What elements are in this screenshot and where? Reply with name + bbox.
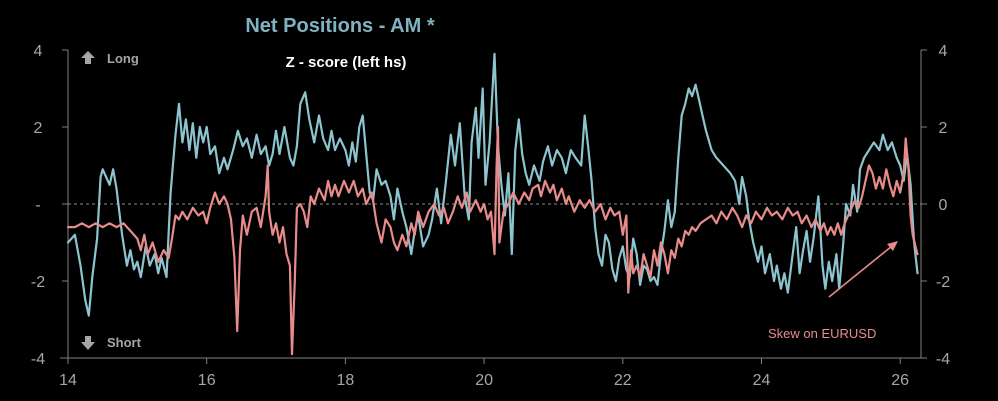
short-label: Short — [107, 335, 142, 350]
series-line-1 — [66, 52, 919, 317]
series-line-2 — [66, 125, 919, 356]
series-layer — [66, 52, 919, 356]
up-arrow-icon — [81, 51, 95, 64]
long-label: Long — [107, 51, 139, 66]
y-right-tick-label: 2 — [939, 120, 948, 137]
x-tick-label: 20 — [475, 372, 493, 389]
y-right-tick-label: 4 — [939, 43, 948, 60]
y-right-tick-label: -2 — [936, 274, 950, 291]
x-tick-label: 22 — [614, 372, 632, 389]
y-axis-right-ticks: 4 2 0 -2 -4 — [921, 43, 950, 368]
down-arrow-icon — [81, 336, 95, 350]
y-right-tick-label: -4 — [936, 351, 950, 368]
y-left-tick-label: - — [35, 197, 40, 214]
y-right-tick-label: 0 — [939, 197, 948, 214]
x-tick-label: 26 — [891, 372, 909, 389]
y-left-tick-label: -2 — [31, 274, 45, 291]
y-left-tick-label: 4 — [34, 43, 43, 60]
x-tick-label: 18 — [336, 372, 354, 389]
y-left-tick-label: -4 — [31, 351, 45, 368]
y-axis-left-ticks: 4 2 - -2 -4 — [31, 43, 68, 368]
annotation-label: Skew on EURUSD — [768, 326, 876, 341]
y-left-tick-label: 2 — [34, 120, 43, 137]
x-tick-label: 16 — [198, 372, 216, 389]
annotation-arrow-icon — [828, 241, 898, 298]
x-tick-label: 14 — [59, 372, 77, 389]
chart-title: Net Positions - AM * — [245, 15, 434, 37]
x-tick-label: 24 — [753, 372, 771, 389]
x-axis-ticks: 14 16 18 20 22 24 26 — [59, 358, 909, 389]
chart-subtitle: Z - score (left hs) — [286, 54, 407, 71]
